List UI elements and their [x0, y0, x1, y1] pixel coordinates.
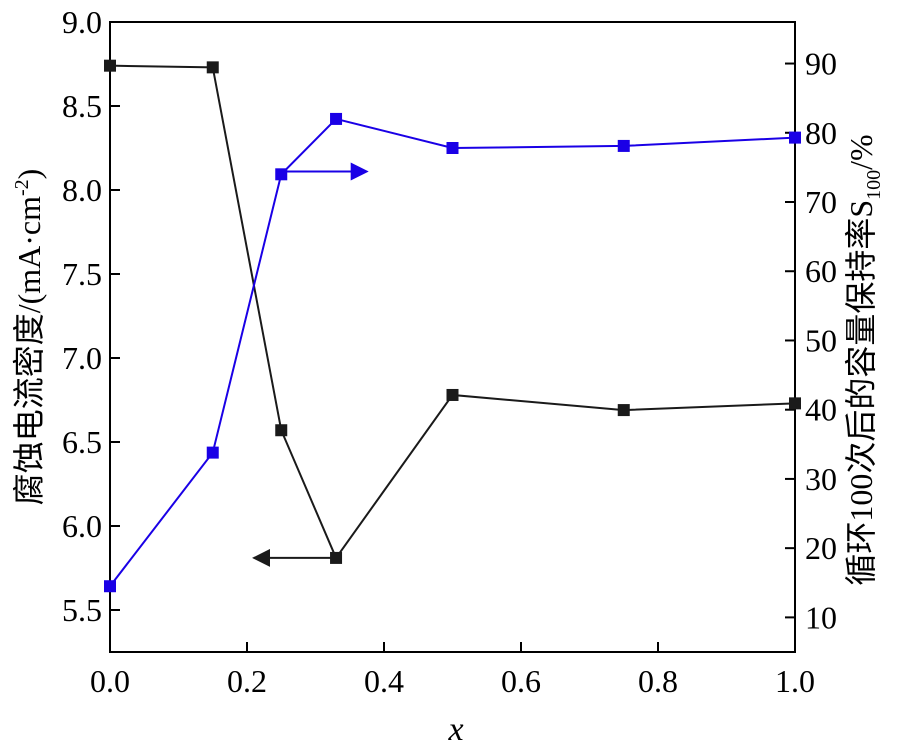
y-right-tick-label: 90 — [805, 46, 837, 82]
y-left-tick-label: 9.0 — [62, 4, 102, 40]
x-axis-title: x — [447, 711, 463, 748]
series-layer — [104, 59, 801, 593]
y-left-axis-title-close: ) — [11, 169, 47, 180]
annotation-layer — [252, 162, 369, 567]
x-tick-label: 1.0 — [775, 663, 815, 699]
y-right-axis-ticks: 10 20 30 40 50 60 70 80 90 — [785, 46, 837, 635]
x-tick-label: 0.6 — [501, 663, 541, 699]
series-right-line — [109, 117, 796, 587]
x-axis-ticks: 0.0 0.2 0.4 0.6 0.8 1.0 — [90, 642, 815, 699]
y-left-tick-label: 7.5 — [62, 256, 102, 292]
x-tick-label: 0.4 — [364, 663, 404, 699]
series-right-point — [206, 446, 219, 459]
plot-frame — [109, 21, 796, 653]
y-right-tick-label: 40 — [805, 392, 837, 428]
series-right-point — [789, 131, 801, 144]
series-left-point — [104, 59, 116, 72]
y-left-tick-label: 5.5 — [62, 592, 102, 628]
y-left-tick-label: 8.5 — [62, 88, 102, 124]
y-right-tick-label: 10 — [805, 599, 837, 635]
y-left-tick-label: 6.5 — [62, 424, 102, 460]
y-left-tick-label: 8.0 — [62, 172, 102, 208]
y-right-axis-title-sub: 100 — [863, 170, 885, 200]
y-left-tick-label: 7.0 — [62, 340, 102, 376]
series-right-point — [617, 139, 630, 152]
series-right-point — [330, 112, 343, 125]
series-left-point — [617, 404, 630, 417]
series-left-line — [109, 64, 796, 560]
y-left-axis-title: 腐蚀电流密度/(mA·cm-2) — [11, 169, 47, 506]
y-right-tick-label: 70 — [805, 184, 837, 220]
y-left-axis-title-main: 腐蚀电流密度/(mA·cm — [11, 196, 47, 505]
y-right-tick-label: 60 — [805, 253, 837, 289]
y-right-tick-label: 20 — [805, 530, 837, 566]
series-right-point — [104, 580, 116, 593]
x-tick-label: 0.0 — [90, 663, 130, 699]
y-left-axis-ticks: 5.5 6.0 6.5 7.0 7.5 8.0 8.5 9.0 — [62, 4, 120, 628]
y-left-tick-label: 6.0 — [62, 508, 102, 544]
x-tick-label: 0.2 — [227, 663, 267, 699]
series-right-point — [446, 142, 459, 154]
series-right-point — [275, 168, 288, 181]
y-right-axis-title: 循环100次后的容量保持率S100/% — [843, 134, 885, 585]
series-left-point — [275, 424, 288, 437]
x-tick-label: 0.8 — [638, 663, 678, 699]
series-left-point — [446, 388, 459, 401]
series-left-point — [206, 61, 219, 74]
y-right-tick-label: 50 — [805, 322, 837, 358]
y-right-tick-label: 30 — [805, 461, 837, 497]
y-left-axis-title-sup: -2 — [11, 179, 33, 196]
series-left-point — [789, 397, 801, 410]
y-right-axis-title-tail: /% — [843, 134, 879, 170]
y-right-axis-title-main: 循环100次后的容量保持率S — [843, 200, 879, 586]
y-right-tick-label: 80 — [805, 115, 837, 151]
